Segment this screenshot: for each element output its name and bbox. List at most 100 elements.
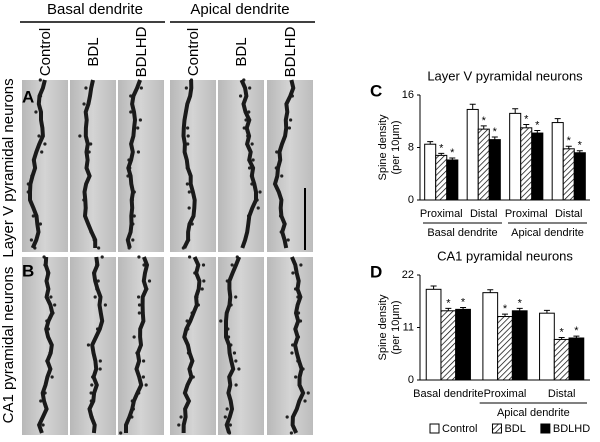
spine bbox=[29, 238, 34, 242]
spine bbox=[132, 335, 136, 339]
spine bbox=[289, 118, 293, 122]
spine bbox=[280, 174, 284, 178]
spine bbox=[78, 134, 82, 138]
spine bbox=[299, 263, 303, 267]
column-group-label: Apical dendrite bbox=[190, 1, 289, 18]
spine bbox=[90, 383, 94, 387]
spine bbox=[84, 86, 88, 90]
legend-swatch bbox=[540, 423, 551, 434]
spine bbox=[186, 134, 190, 138]
significance-mark: * bbox=[439, 142, 444, 154]
error-bar bbox=[445, 307, 452, 311]
spine bbox=[237, 367, 241, 371]
spine bbox=[232, 351, 237, 355]
x-tick-label: Distal bbox=[555, 208, 583, 220]
dendrite bbox=[239, 79, 258, 249]
spine bbox=[287, 126, 292, 130]
error-bar bbox=[430, 285, 437, 290]
micrograph bbox=[218, 80, 264, 252]
spine bbox=[219, 319, 223, 323]
spine bbox=[179, 415, 183, 419]
spine bbox=[234, 295, 238, 299]
bar bbox=[477, 128, 490, 201]
spine bbox=[38, 78, 42, 82]
bar bbox=[568, 337, 585, 381]
significance-mark: * bbox=[482, 115, 487, 127]
spine bbox=[50, 375, 54, 379]
dendrite bbox=[181, 79, 197, 249]
legend-label: BDLHD bbox=[553, 423, 590, 435]
bar bbox=[440, 310, 457, 381]
group-label: Apical dendrite bbox=[497, 407, 570, 419]
micrographs bbox=[22, 78, 313, 435]
x-tick-label: Proximal bbox=[505, 208, 548, 220]
significance-mark: * bbox=[524, 113, 529, 125]
y-axis-label: Spine density bbox=[377, 294, 389, 361]
error-bar bbox=[573, 335, 580, 338]
spine bbox=[136, 150, 141, 154]
y-tick-label: 0 bbox=[408, 194, 414, 206]
spine bbox=[251, 158, 255, 162]
column-label: Control bbox=[37, 28, 54, 76]
significance-mark: * bbox=[493, 126, 498, 138]
bar bbox=[488, 139, 501, 201]
spine bbox=[141, 375, 145, 379]
significance-mark: * bbox=[503, 303, 508, 315]
error-bar bbox=[554, 118, 561, 123]
x-tick-label: Proximal bbox=[420, 208, 463, 220]
significance-mark: * bbox=[518, 297, 523, 309]
chart-title: Layer V pyramidal neurons bbox=[427, 68, 583, 83]
error-bar bbox=[427, 141, 434, 145]
error-bar bbox=[543, 309, 550, 314]
x-tick-label: Proximal bbox=[484, 388, 527, 400]
spine bbox=[93, 295, 97, 299]
panel-label: A bbox=[22, 87, 34, 106]
error-bar bbox=[460, 306, 467, 310]
error-bar bbox=[502, 313, 508, 317]
spine bbox=[38, 222, 43, 226]
spine bbox=[294, 375, 298, 379]
spine bbox=[144, 383, 148, 387]
spine bbox=[103, 303, 107, 307]
significance-mark: * bbox=[574, 325, 579, 337]
spine bbox=[186, 142, 190, 146]
bar bbox=[435, 154, 448, 201]
spine bbox=[225, 407, 229, 411]
dendrite bbox=[82, 79, 98, 248]
bar bbox=[531, 132, 544, 201]
spine bbox=[39, 399, 43, 403]
column-label: BDLHD bbox=[282, 26, 299, 77]
spine bbox=[142, 359, 146, 363]
spine bbox=[188, 255, 192, 259]
dendrite bbox=[28, 79, 47, 249]
spine bbox=[275, 150, 279, 154]
panel-label: B bbox=[22, 261, 34, 280]
spine bbox=[86, 343, 91, 347]
bar bbox=[482, 292, 499, 381]
panel-label: C bbox=[370, 81, 382, 100]
bar bbox=[424, 143, 437, 201]
y-tick-label: 0 bbox=[408, 374, 414, 386]
row-label: CA1 pyramidal neurons bbox=[0, 267, 17, 424]
y-axis-label: (per 10μm) bbox=[390, 120, 402, 174]
error-bar bbox=[576, 150, 583, 153]
error-bar bbox=[516, 307, 523, 311]
spine bbox=[291, 271, 295, 275]
column-label: BDL bbox=[233, 37, 250, 66]
y-tick-label: 16 bbox=[402, 89, 414, 101]
spine bbox=[34, 110, 38, 114]
x-tick-label: Distal bbox=[548, 388, 576, 400]
spine bbox=[290, 351, 294, 355]
spine bbox=[89, 142, 93, 146]
spine bbox=[43, 142, 47, 146]
spine bbox=[139, 86, 143, 90]
spine bbox=[40, 150, 44, 154]
spine bbox=[41, 423, 45, 427]
spine bbox=[98, 367, 102, 371]
error-bar bbox=[491, 136, 498, 140]
bar bbox=[497, 316, 513, 381]
spine bbox=[248, 86, 252, 90]
micrograph bbox=[118, 80, 164, 252]
micrograph bbox=[170, 257, 216, 435]
dendrite bbox=[125, 79, 142, 249]
